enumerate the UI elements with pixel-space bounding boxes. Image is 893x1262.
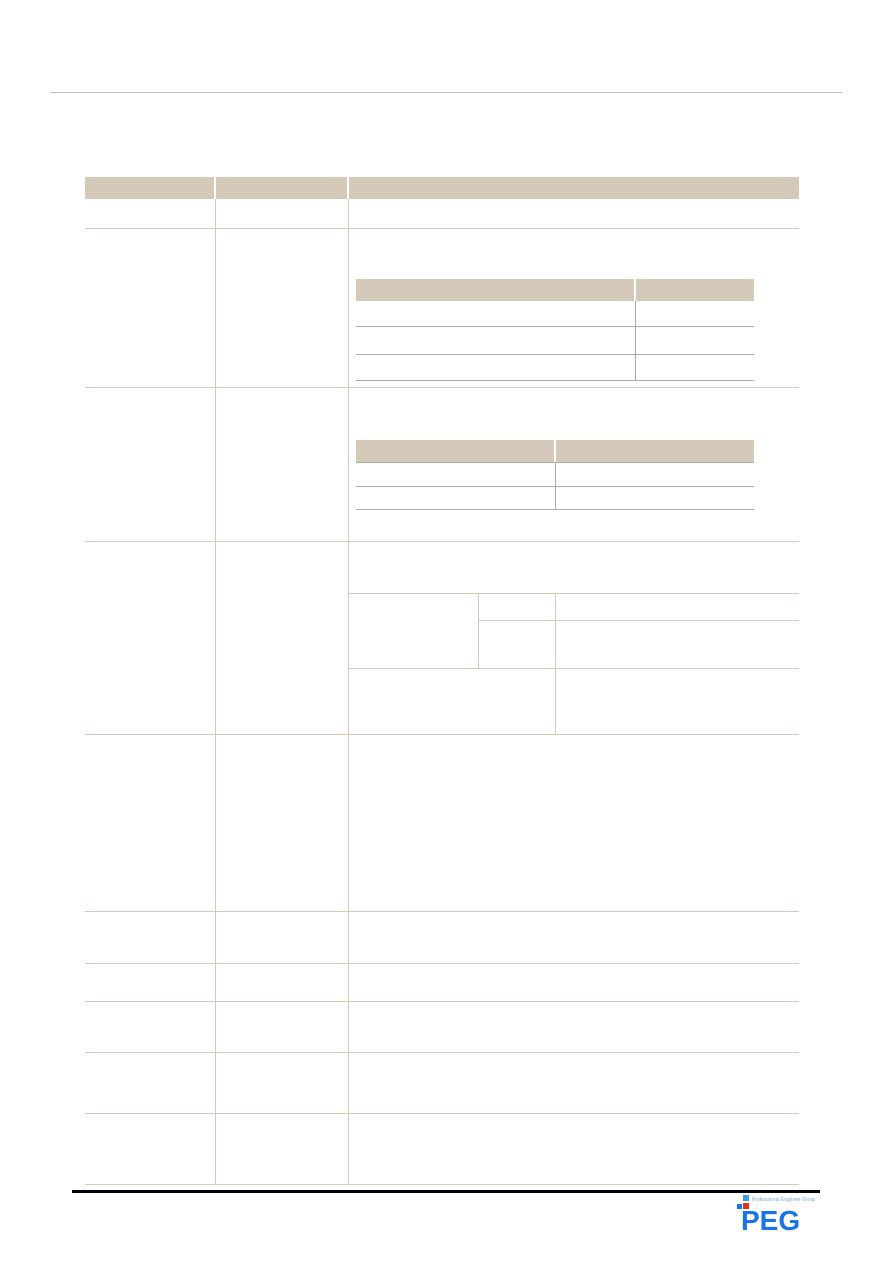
row-divider [85,1052,799,1053]
header-divider [554,440,556,462]
row-divider [85,541,799,542]
row-divider [85,228,799,229]
row-divider [85,963,799,964]
column-divider [555,593,556,734]
header-divider [634,279,636,301]
column-divider [215,199,216,1185]
column-divider [635,301,636,380]
row-divider [85,911,799,912]
row-divider [85,1001,799,1002]
column-divider [478,593,479,668]
row-divider [356,509,754,510]
column-divider [555,462,556,509]
row-divider [85,1184,799,1185]
nested-table-header [356,279,754,301]
peg-logo: Professional Engineer Group PEG [737,1195,816,1236]
header-divider [347,177,349,199]
header-divider [214,177,216,199]
row-divider [356,354,754,355]
row-divider [348,668,799,669]
main-table-header [85,177,799,199]
page-header-rule [50,92,842,93]
peg-logo-graphic: Professional Engineer Group PEG [737,1195,816,1236]
row-divider [478,620,799,621]
column-divider [348,199,349,1185]
row-divider [85,734,799,735]
logo-text: PEG [741,1205,800,1231]
row-divider [356,486,754,487]
row-divider [356,380,754,381]
row-divider [356,326,754,327]
row-divider [85,387,799,388]
logo-tagline: Professional Engineer Group [752,1197,815,1203]
row-divider [85,1113,799,1114]
row-divider [348,593,799,594]
footer-rule [72,1190,820,1193]
